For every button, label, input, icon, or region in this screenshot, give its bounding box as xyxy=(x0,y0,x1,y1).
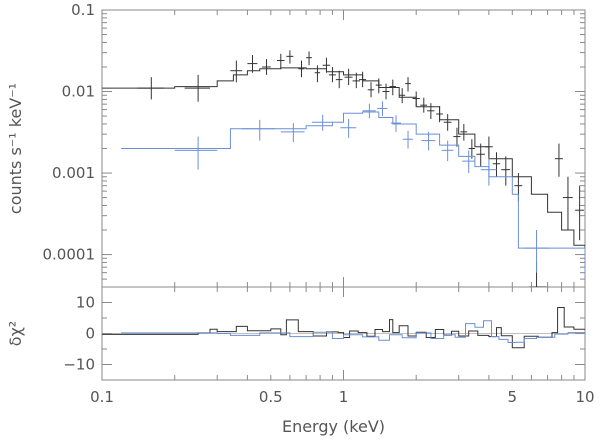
black-model-line xyxy=(102,67,585,259)
black-data-point xyxy=(492,152,501,177)
blue-model-line xyxy=(121,111,585,280)
black-data-point xyxy=(476,143,485,167)
black-data-point xyxy=(352,72,360,89)
black-data-point xyxy=(262,59,271,75)
black-data-point xyxy=(405,77,411,92)
x-tick-label: 1 xyxy=(339,388,349,406)
x-tick-label: 0.5 xyxy=(259,388,283,406)
black-data-point xyxy=(286,50,294,64)
top-y-tick-label: 0.01 xyxy=(62,83,95,101)
black-data-point xyxy=(314,65,321,83)
blue-data-point xyxy=(402,130,414,149)
black-data-point xyxy=(427,103,435,120)
black-data-point xyxy=(399,88,406,104)
blue-residual-line xyxy=(121,320,585,343)
black-data-point xyxy=(443,113,452,131)
blue-data-point xyxy=(174,136,218,170)
blue-data-point xyxy=(441,140,454,162)
black-data-point xyxy=(501,156,511,186)
top-y-tick-label: 0.0001 xyxy=(43,246,96,264)
black-data-point xyxy=(230,60,243,83)
black-data-point xyxy=(554,143,563,177)
top-panel-plot xyxy=(102,50,585,287)
blue-data-point xyxy=(242,119,275,141)
blue-data-point xyxy=(390,115,401,132)
black-data-point xyxy=(344,68,353,86)
black-data-point xyxy=(322,57,331,73)
x-tick-label: 5 xyxy=(508,388,518,406)
black-data-point xyxy=(468,139,475,159)
black-data-point xyxy=(436,106,443,123)
bottom-y-axis-label: δχ² xyxy=(6,321,25,346)
bottom-panel-plot xyxy=(102,307,585,349)
bottom-y-tick-label: 10 xyxy=(76,294,95,312)
black-data-point xyxy=(247,55,258,73)
blue-data-point xyxy=(311,114,333,131)
black-data-point xyxy=(389,79,397,96)
top-y-tick-label: 0.001 xyxy=(52,164,95,182)
black-data-point xyxy=(529,262,547,287)
black-residual-line xyxy=(102,307,585,349)
x-tick-label: 10 xyxy=(575,388,594,406)
black-data-point xyxy=(328,66,336,83)
x-axis-label: Energy (keV) xyxy=(282,417,385,436)
black-data-point xyxy=(276,53,285,69)
black-data-point xyxy=(335,70,343,89)
black-data-point xyxy=(298,60,305,78)
black-data-point xyxy=(137,77,164,100)
black-data-point xyxy=(367,82,375,98)
x-tick-label: 0.1 xyxy=(90,388,114,406)
black-data-point xyxy=(306,51,312,66)
blue-data-point xyxy=(340,119,357,138)
bottom-y-tick-label: 0 xyxy=(85,325,95,343)
black-data-point xyxy=(575,185,584,241)
black-data-point xyxy=(184,74,210,102)
blue-data-point xyxy=(362,103,376,119)
black-data-point xyxy=(382,83,390,100)
blue-data-point xyxy=(462,150,475,174)
black-data-point xyxy=(375,78,382,94)
black-data-point xyxy=(562,176,573,231)
black-data-point xyxy=(484,136,493,157)
black-data-point xyxy=(412,91,420,107)
blue-data-point xyxy=(280,123,305,143)
bottom-y-tick-label: −10 xyxy=(63,356,95,374)
blue-data-point xyxy=(480,158,497,186)
blue-data-point xyxy=(421,131,436,151)
top-y-tick-label: 0.1 xyxy=(71,1,95,19)
black-data-point xyxy=(453,127,461,147)
top-y-axis-label: counts s⁻¹ keV⁻¹ xyxy=(6,83,25,214)
blue-data-point xyxy=(524,230,550,273)
black-data-point xyxy=(420,97,428,113)
black-data-point xyxy=(359,71,367,88)
black-data-point xyxy=(460,123,468,141)
blue-data-point xyxy=(377,101,388,117)
